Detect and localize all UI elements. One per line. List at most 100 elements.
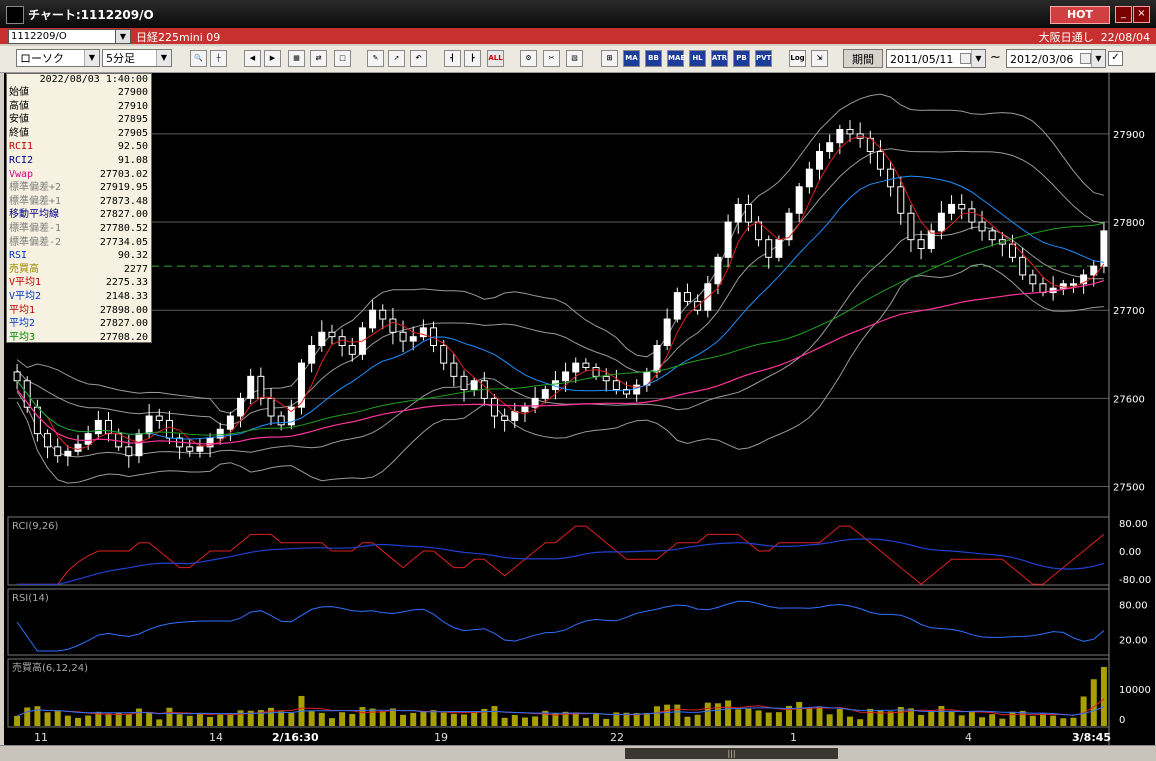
info-label: 高値 — [9, 100, 29, 112]
candle-body — [470, 380, 478, 391]
scrollbar-thumb[interactable]: ||| — [625, 748, 838, 759]
volume-bar — [603, 718, 610, 726]
rci-tick-label: 80.00 — [1119, 519, 1148, 530]
tools-icon[interactable]: ✂ — [543, 50, 560, 67]
apply-checkbox[interactable]: ✓ — [1108, 51, 1123, 66]
volume-bar — [227, 713, 234, 726]
candle-body — [277, 415, 285, 426]
info-row: 平均1 27898.00 — [7, 304, 151, 318]
cursor-icon[interactable]: ➚ — [388, 50, 405, 67]
info-row: RCI2 91.08 — [7, 154, 151, 168]
pencil-icon[interactable]: ✎ — [367, 50, 384, 67]
settings-icon[interactable]: ⚙ — [520, 50, 537, 67]
candle2-icon[interactable]: ┣ — [464, 50, 481, 67]
horizontal-scrollbar[interactable]: ||| — [0, 745, 1156, 761]
candle-body — [419, 327, 427, 338]
crosshair-icon[interactable]: ┼ — [210, 50, 227, 67]
volume-bar — [572, 712, 579, 726]
volume-bar — [339, 712, 346, 726]
info-value: 91.08 — [117, 154, 148, 166]
undo-icon[interactable]: ↶ — [410, 50, 427, 67]
price-tick-label: 27900 — [1113, 130, 1145, 141]
next-icon[interactable]: ▶ — [264, 50, 281, 67]
info-label: RCI1 — [9, 141, 34, 153]
chart-type-select[interactable]: ローソク ▼ — [16, 49, 100, 67]
chart-canvas[interactable]: RCI(9,26) RSI(14) 売買高(6,12,24) 80.00 0.00 -80… — [4, 73, 1155, 745]
candle-body — [125, 446, 133, 457]
grid-icon[interactable]: ⊞ — [601, 50, 618, 67]
time-tick-label: 2/16:30 — [272, 731, 319, 744]
info-row: RSI 90.32 — [7, 249, 151, 263]
candle-body — [582, 362, 590, 369]
atr-icon[interactable]: ATR — [711, 50, 728, 67]
pb-icon[interactable]: PB — [733, 50, 750, 67]
candle-icon[interactable]: ┫ — [444, 50, 461, 67]
volume-bar — [532, 716, 539, 726]
volume-bar — [1060, 718, 1067, 726]
interval-value: 5分足 — [106, 52, 135, 65]
band-lower-1 — [16, 226, 1104, 458]
candle-body — [318, 331, 326, 346]
info-label: V平均1 — [9, 277, 42, 289]
volume-bar — [582, 717, 589, 726]
mae-icon[interactable]: MAE — [667, 50, 685, 67]
candle-body — [145, 415, 153, 435]
calendar-icon[interactable] — [960, 53, 971, 64]
info-value: 27780.52 — [99, 222, 148, 234]
candle-body — [562, 371, 570, 382]
palette-icon[interactable]: ▧ — [566, 50, 583, 67]
minimize-button[interactable]: _ — [1115, 6, 1132, 23]
date-to-field[interactable]: 2012/03/06 ▼ — [1006, 49, 1106, 68]
zoom-icon[interactable]: 🔍 — [190, 50, 207, 67]
title-bar: チャート:1112209/O HOT _ × — [0, 0, 1156, 28]
split-icon[interactable]: ⇄ — [310, 50, 327, 67]
volume-bar — [400, 714, 407, 726]
all-icon[interactable]: ALL — [487, 50, 504, 67]
volume-bar — [44, 712, 51, 726]
volume-bar — [948, 711, 955, 726]
export-icon[interactable]: ⇲ — [811, 50, 828, 67]
volume-bar — [186, 715, 193, 726]
volume-bar — [410, 712, 417, 726]
hot-badge[interactable]: HOT — [1050, 6, 1110, 24]
info-row: 移動平均線 27827.00 — [7, 208, 151, 222]
date-from-field[interactable]: 2011/05/11 ▼ — [886, 49, 986, 68]
prev-icon[interactable]: ◀ — [244, 50, 261, 67]
chart-area[interactable]: RCI(9,26) RSI(14) 売買高(6,12,24) 80.00 0.00 -80… — [4, 73, 1155, 745]
hl-icon[interactable]: HL — [689, 50, 706, 67]
volume-bar — [623, 712, 630, 726]
volume-bar — [389, 708, 396, 726]
period-button[interactable]: 期間 — [843, 49, 883, 68]
ma-icon[interactable]: MA — [623, 50, 640, 67]
candle-body — [724, 221, 732, 258]
close-button[interactable]: × — [1133, 6, 1150, 23]
time-axis: 11 14 2/16:30 19 22 1 4 3/8:45 — [34, 731, 1111, 744]
symbol-code-input[interactable]: 1112209/O — [8, 29, 117, 44]
bb-icon[interactable]: BB — [645, 50, 662, 67]
candle-body — [13, 371, 21, 382]
pvt-icon[interactable]: PVT — [755, 50, 772, 67]
candle-body — [450, 362, 458, 377]
info-value: 27919.95 — [99, 182, 148, 194]
info-value: 2277 — [123, 263, 148, 275]
candle-body — [612, 380, 620, 391]
chevron-down-icon[interactable]: ▼ — [1091, 50, 1105, 67]
volume-bar — [237, 710, 244, 726]
price-axis: 27500 27600 27700 27800 27900 — [1108, 73, 1145, 745]
symbol-dropdown-button[interactable]: ▼ — [115, 29, 131, 44]
candle-body — [734, 203, 742, 223]
candle-body — [623, 389, 631, 395]
chevron-down-icon[interactable]: ▼ — [971, 50, 985, 67]
blank-icon[interactable]: □ — [334, 50, 351, 67]
info-row: 平均2 27827.00 — [7, 317, 151, 331]
volume-bar — [511, 715, 518, 726]
calendar-icon[interactable] — [1080, 53, 1091, 64]
info-label: 平均2 — [9, 318, 36, 330]
log-icon[interactable]: Log — [789, 50, 806, 67]
bars-icon[interactable]: ▦ — [288, 50, 305, 67]
candle-body — [897, 186, 905, 214]
candle-body — [521, 406, 529, 413]
interval-select[interactable]: 5分足 ▼ — [102, 49, 172, 67]
volume-bar — [471, 712, 478, 726]
time-tick-label: 11 — [34, 731, 48, 744]
